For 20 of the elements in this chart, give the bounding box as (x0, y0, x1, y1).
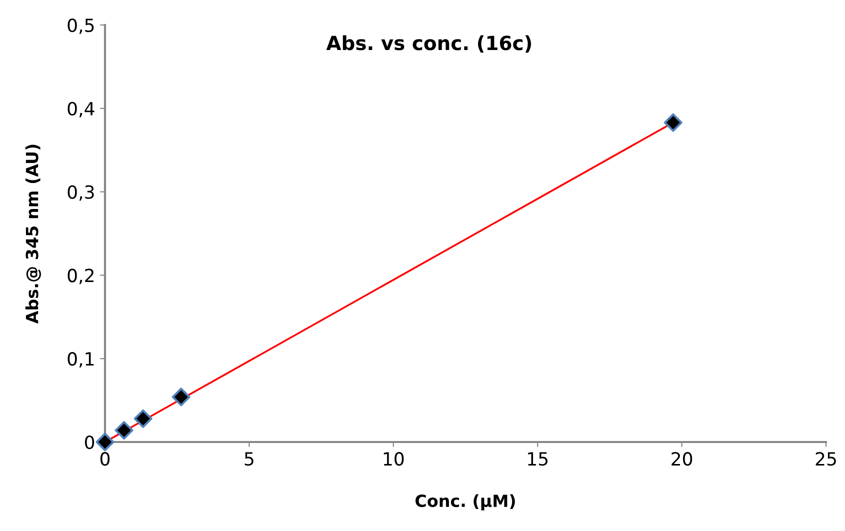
y-tick-label: 0,2 (68, 268, 94, 284)
point (134, 409, 152, 428)
chart-title: Abs. vs conc. (16c) (326, 35, 532, 53)
x-tick-label: 10 (384, 452, 404, 466)
y-tick-label: 0 (84, 435, 94, 450)
y-tick-label: 0,5 (68, 18, 94, 34)
y-axis-title: Abs.@ 345 nm (AU) (25, 144, 41, 324)
x-axis-title: Conc. (µM) (416, 494, 515, 510)
point (114, 421, 134, 440)
point (664, 113, 682, 132)
point (96, 432, 114, 452)
y-tick-label: 0,3 (68, 185, 94, 201)
x-tick-label: 25 (816, 452, 836, 466)
y-tick-label: 0,1 (68, 352, 94, 368)
x-tick-label: 0 (100, 452, 110, 466)
y-tick-label: 0,4 (68, 102, 94, 118)
x-tick-label: 5 (244, 452, 254, 466)
x-tick-label: 20 (672, 452, 692, 466)
x-tick-label: 15 (528, 452, 548, 466)
point (172, 388, 190, 406)
